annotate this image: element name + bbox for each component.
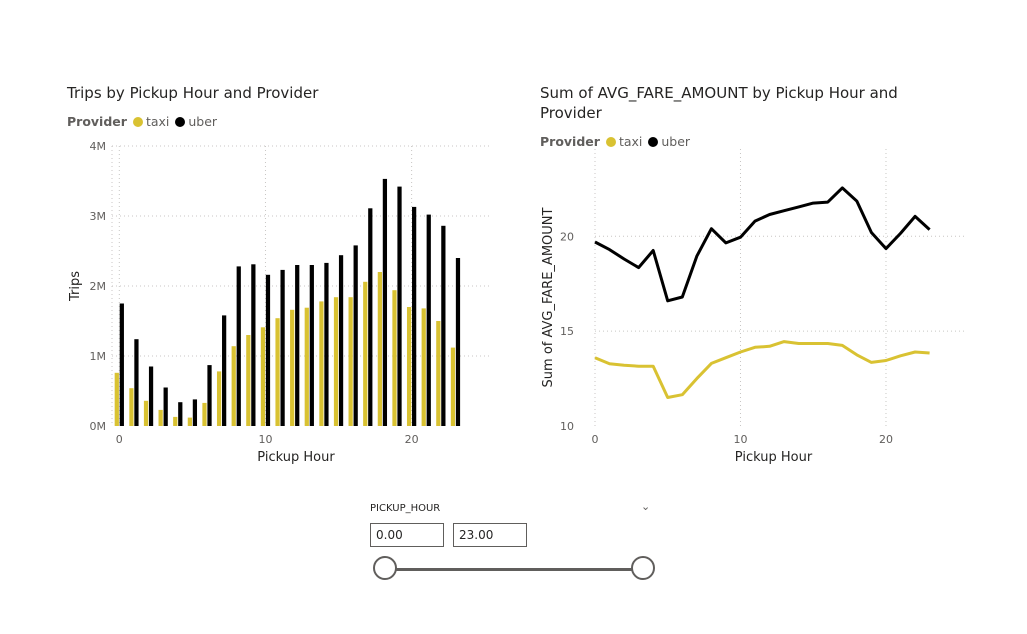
bar-taxi-17 <box>363 281 368 426</box>
x-tick-label: 0 <box>116 433 123 446</box>
bar-taxi-16 <box>348 297 353 426</box>
bar-uber-8 <box>236 266 241 426</box>
bar-uber-12 <box>295 265 300 426</box>
bar-taxi-6 <box>202 402 207 426</box>
x-axis-title: Pickup Hour <box>257 450 335 465</box>
bar-uber-21 <box>426 214 431 426</box>
bar-uber-22 <box>441 225 446 426</box>
bar-taxi-18 <box>377 272 382 426</box>
line-series-uber <box>594 186 931 303</box>
bar-uber-5 <box>192 399 198 426</box>
y-axis-title: Sum of AVG_FARE_AMOUNT <box>541 207 556 387</box>
y-tick-label: 2M <box>90 280 107 293</box>
y-tick-label: 4M <box>90 140 107 153</box>
y-tick-label: 0M <box>90 420 107 433</box>
bar-uber-1 <box>134 339 139 426</box>
slicer-min-input[interactable]: 0.00 <box>370 523 444 547</box>
legend-title: Provider <box>67 114 127 129</box>
bar-taxi-15 <box>333 297 339 426</box>
x-tick-label: 20 <box>405 433 419 446</box>
legend-item-uber[interactable]: uber <box>175 114 217 129</box>
slicer-max-input[interactable]: 23.00 <box>453 523 527 547</box>
slider-track[interactable] <box>386 568 644 571</box>
bar-uber-4 <box>178 402 183 426</box>
bar-uber-13 <box>309 265 314 426</box>
bar-taxi-4 <box>173 416 178 426</box>
bar-uber-19 <box>397 186 402 426</box>
legend-item-taxi[interactable]: taxi <box>132 114 169 129</box>
bar-uber-23 <box>455 258 461 426</box>
bar-uber-9 <box>251 264 256 426</box>
bar-uber-15 <box>338 255 344 426</box>
chevron-down-icon[interactable]: ⌄ <box>641 500 651 513</box>
y-axis-title: Trips <box>68 271 83 302</box>
bar-taxi-9 <box>246 335 251 426</box>
bar-uber-2 <box>148 366 154 426</box>
bar-uber-0 <box>119 303 124 426</box>
bar-taxi-5 <box>187 417 192 426</box>
bar-taxi-13 <box>304 307 309 426</box>
bar-uber-20 <box>412 206 417 426</box>
x-tick-label: 10 <box>258 433 272 446</box>
x-tick-label: 0 <box>592 433 599 446</box>
bar-chart-title: Trips by Pickup Hour and Provider <box>67 84 319 102</box>
slicer-label: PICKUP_HOUR <box>370 503 441 514</box>
bar-uber-7 <box>222 315 227 426</box>
bar-taxi-2 <box>143 400 149 426</box>
legend-item-taxi[interactable]: taxi <box>605 134 642 149</box>
bar-uber-6 <box>207 365 212 426</box>
y-tick-label: 1M <box>90 350 107 363</box>
legend-item-uber[interactable]: uber <box>648 134 690 149</box>
line-chart-legend: Provider taxi uber <box>540 134 696 149</box>
bar-taxi-22 <box>436 321 441 426</box>
bar-uber-10 <box>265 274 271 426</box>
legend-title: Provider <box>540 134 600 149</box>
bar-taxi-1 <box>129 388 134 426</box>
bar-uber-11 <box>280 269 285 426</box>
bar-chart-legend: Provider taxi uber <box>67 114 223 129</box>
bar-taxi-14 <box>319 301 324 426</box>
bar-taxi-0 <box>114 372 119 426</box>
bar-taxi-12 <box>290 309 295 426</box>
bar-uber-18 <box>382 178 388 426</box>
bar-taxi-11 <box>275 318 280 426</box>
x-tick-label: 20 <box>879 433 893 446</box>
slider-handle-min[interactable] <box>373 556 397 580</box>
bar-uber-14 <box>324 262 329 426</box>
x-axis-title: Pickup Hour <box>735 450 813 465</box>
bar-taxi-20 <box>406 307 412 426</box>
bar-taxi-3 <box>158 409 163 426</box>
y-tick-label: 3M <box>90 210 107 223</box>
bar-taxi-7 <box>216 371 222 426</box>
bar-uber-16 <box>353 245 358 426</box>
bar-taxi-19 <box>392 290 397 426</box>
bar-taxi-10 <box>260 327 266 426</box>
bar-taxi-21 <box>421 308 426 426</box>
y-tick-label: 15 <box>560 325 574 338</box>
bar-taxi-8 <box>231 346 236 426</box>
x-tick-label: 10 <box>733 433 747 446</box>
bar-taxi-23 <box>450 347 456 426</box>
y-tick-label: 10 <box>560 420 574 433</box>
line-chart-title: Sum of AVG_FARE_AMOUNT by Pickup Hour an… <box>540 84 898 122</box>
bar-uber-17 <box>368 208 373 426</box>
y-tick-label: 20 <box>560 230 574 243</box>
line-series-taxi <box>594 340 930 399</box>
bar-uber-3 <box>163 387 168 426</box>
slider-handle-max[interactable] <box>631 556 655 580</box>
